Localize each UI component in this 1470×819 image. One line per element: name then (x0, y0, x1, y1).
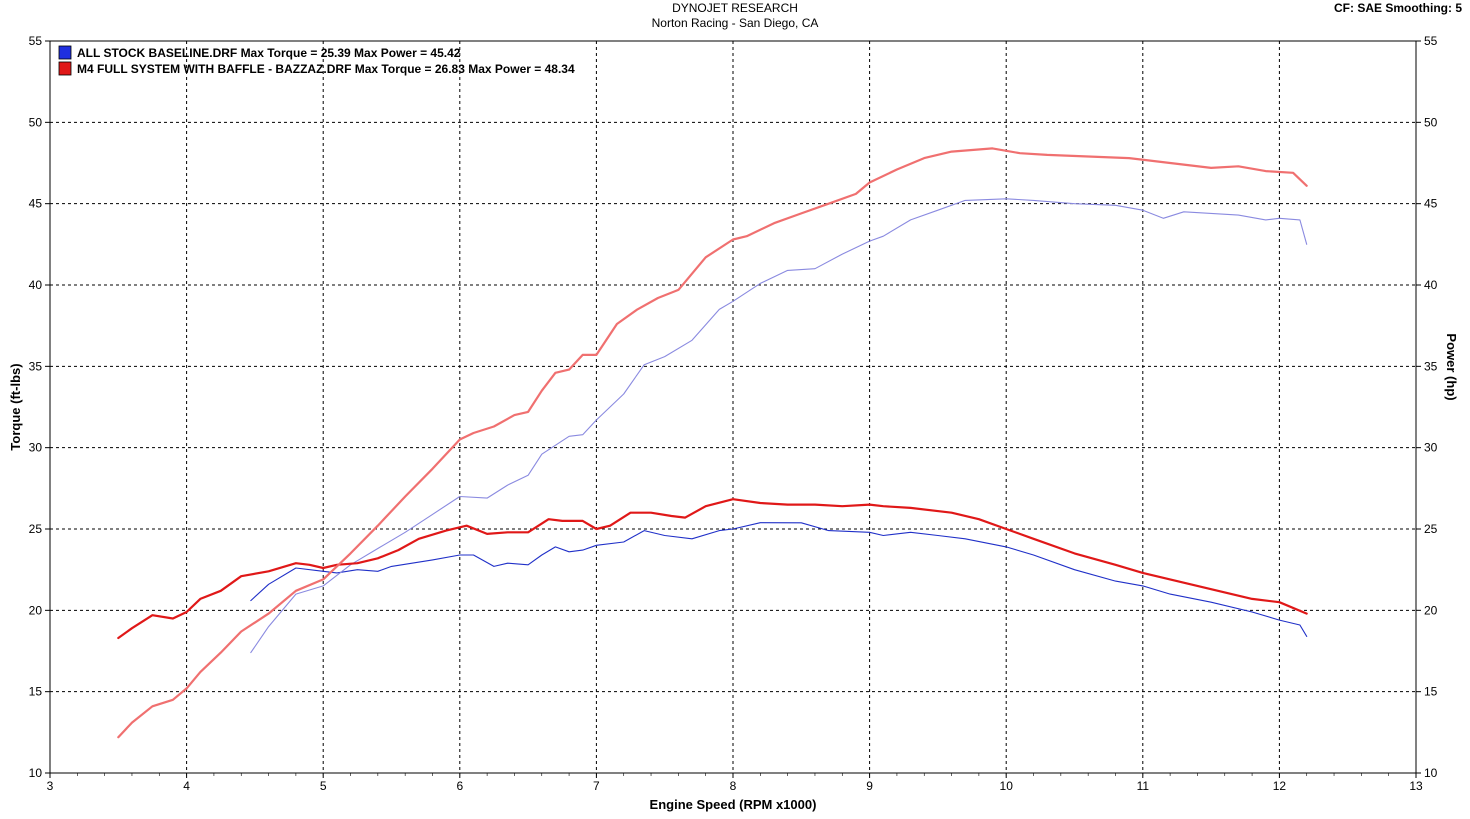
x-tick-label: 7 (593, 779, 600, 793)
x-tick-label: 12 (1273, 779, 1287, 793)
y-tick-label-left: 20 (29, 603, 43, 617)
y-tick-label-right: 15 (1424, 685, 1438, 699)
x-tick-label: 13 (1409, 779, 1423, 793)
y-tick-label-left: 25 (29, 522, 43, 536)
y-tick-label-right: 30 (1424, 441, 1438, 455)
x-tick-label: 9 (866, 779, 873, 793)
x-tick-label: 4 (183, 779, 190, 793)
y-tick-label-left: 30 (29, 441, 43, 455)
y-tick-label-right: 50 (1424, 115, 1438, 129)
y-tick-label-left: 10 (29, 766, 43, 780)
y-axis-label-left: Torque (ft-lbs) (8, 363, 23, 450)
y-tick-label-left: 50 (29, 115, 43, 129)
correction-factor-info: CF: SAE Smoothing: 5 (1334, 1, 1462, 15)
y-axis-label-right: Power (hp) (1444, 333, 1459, 400)
legend-label: M4 FULL SYSTEM WITH BAFFLE - BAZZAZ.DRF … (77, 62, 575, 76)
y-tick-label-left: 45 (29, 197, 43, 211)
y-tick-label-left: 55 (29, 34, 43, 48)
legend-label: ALL STOCK BASELINE.DRF Max Torque = 25.3… (77, 46, 461, 60)
legend-swatch (58, 45, 72, 60)
y-tick-label-right: 35 (1424, 359, 1438, 373)
chart-title: DYNOJET RESEARCH (672, 1, 798, 15)
chart-subtitle: Norton Racing - San Diego, CA (651, 16, 819, 30)
y-tick-label-right: 55 (1424, 34, 1438, 48)
x-tick-label: 6 (456, 779, 463, 793)
y-tick-label-right: 40 (1424, 278, 1438, 292)
y-tick-label-right: 10 (1424, 766, 1438, 780)
series-line-baseline-torque (250, 522, 1308, 637)
x-tick-label: 8 (730, 779, 737, 793)
y-tick-label-left: 40 (29, 278, 43, 292)
y-tick-label-left: 35 (29, 359, 43, 373)
x-tick-label: 11 (1137, 779, 1150, 793)
series-lines (117, 147, 1308, 739)
series-line-baseline-power (250, 198, 1308, 654)
legend: ALL STOCK BASELINE.DRF Max Torque = 25.3… (58, 45, 575, 76)
x-tick-label: 10 (1000, 779, 1014, 793)
x-tick-label: 3 (47, 779, 54, 793)
y-tick-label-left: 15 (29, 685, 43, 699)
gridlines (50, 41, 1416, 773)
y-tick-label-right: 25 (1424, 522, 1438, 536)
y-tick-label-right: 20 (1424, 603, 1438, 617)
series-line-m4-power (117, 147, 1308, 739)
x-axis-label: Engine Speed (RPM x1000) (650, 797, 817, 812)
series-line-m4-torque (117, 498, 1308, 640)
y-tick-label-right: 45 (1424, 197, 1438, 211)
legend-swatch (58, 61, 72, 76)
x-tick-label: 5 (320, 779, 327, 793)
